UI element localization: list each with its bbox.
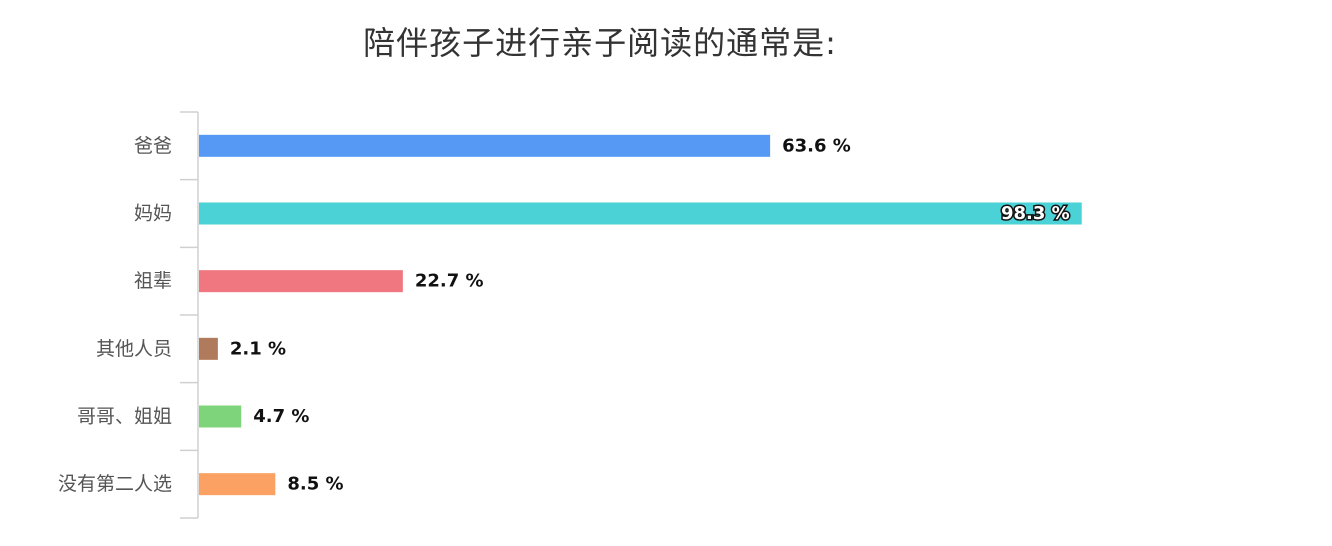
bar [199, 202, 1082, 225]
bar [199, 473, 276, 496]
value-label: 4.7 % [253, 406, 309, 427]
bars [199, 134, 1082, 496]
value-label: 63.6 % [782, 135, 851, 156]
value-label: 2.1 % [230, 338, 286, 359]
bar [199, 270, 403, 293]
category-label: 其他人员 [96, 338, 172, 360]
value-label: 22.7 % [415, 271, 484, 292]
category-label: 没有第二人选 [58, 473, 172, 495]
chart-title: 陪伴孩子进行亲子阅读的通常是: [363, 24, 837, 62]
bar [199, 405, 242, 428]
category-label: 妈妈 [134, 203, 172, 225]
bar [199, 134, 771, 157]
category-label: 爸爸 [134, 135, 172, 157]
labels: 爸爸 63.6 % 妈妈 98.3 % 祖辈 22.7 % 其他人员 2.1 % 哥哥、姐姐 4.… [58, 135, 1071, 495]
value-label: 98.3 % [1001, 203, 1070, 224]
bar [199, 337, 218, 360]
y-axis [180, 111, 199, 519]
category-label: 哥哥、姐姐 [77, 406, 172, 428]
value-label: 8.5 % [287, 474, 343, 495]
category-label: 祖辈 [134, 270, 172, 292]
